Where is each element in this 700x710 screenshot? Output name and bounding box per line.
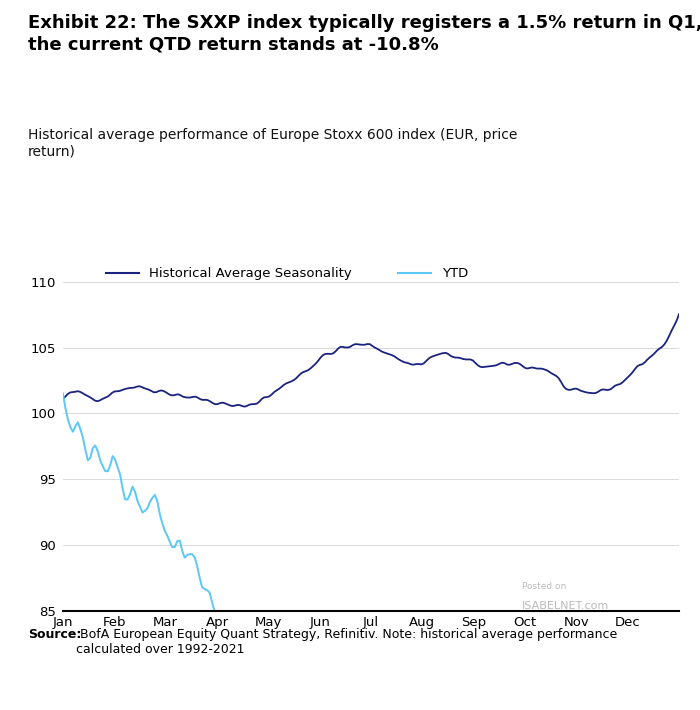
Text: Exhibit 22: The SXXP index typically registers a 1.5% return in Q1,
the current : Exhibit 22: The SXXP index typically reg… — [28, 14, 700, 53]
Legend: Historical Average Seasonality, YTD: Historical Average Seasonality, YTD — [100, 262, 473, 285]
Text: Historical average performance of Europe Stoxx 600 index (EUR, price
return): Historical average performance of Europe… — [28, 128, 517, 158]
YTD — [131, 488, 139, 496]
YTD — [101, 466, 109, 475]
YTD — [213, 607, 221, 616]
YTD — [208, 598, 216, 606]
YTD — [136, 503, 144, 511]
Text: Posted on: Posted on — [522, 582, 566, 591]
Text: ISABELNET.com: ISABELNET.com — [522, 601, 609, 611]
Historical Average Seasonality — [245, 400, 253, 409]
Historical Average Seasonality — [675, 310, 683, 319]
Historical Average Seasonality — [662, 337, 671, 345]
Historical Average Seasonality — [240, 403, 248, 411]
YTD — [106, 462, 114, 470]
Line: Historical Average Seasonality: Historical Average Seasonality — [63, 315, 679, 407]
Text: BofA European Equity Quant Strategy, Refinitiv. Note: historical average perform: BofA European Equity Quant Strategy, Ref… — [76, 628, 617, 656]
Historical Average Seasonality — [71, 388, 80, 396]
Historical Average Seasonality — [494, 361, 502, 369]
Text: Source:: Source: — [28, 628, 81, 641]
YTD — [166, 537, 174, 546]
Historical Average Seasonality — [550, 371, 558, 379]
Line: YTD: YTD — [63, 393, 217, 611]
Historical Average Seasonality — [454, 354, 462, 362]
YTD — [59, 389, 67, 398]
Historical Average Seasonality — [59, 395, 67, 403]
YTD — [210, 607, 218, 616]
